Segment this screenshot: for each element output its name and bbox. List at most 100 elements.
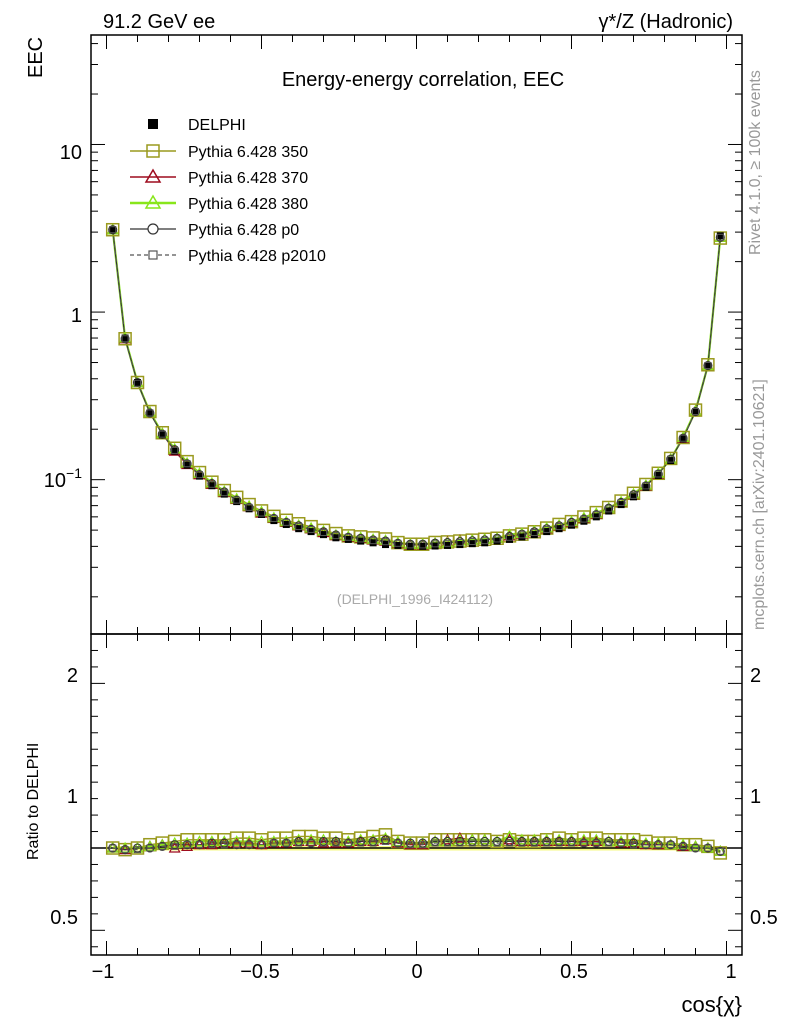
ratio-marker-p2010 [667, 841, 675, 849]
marker-p2010 [431, 540, 439, 548]
marker-350 [688, 403, 703, 417]
marker-p2010 [233, 496, 241, 504]
ratio-marker-p0 [281, 838, 291, 848]
marker-delphi [171, 447, 179, 455]
ratio-marker-p2010 [220, 841, 228, 849]
marker-delphi [406, 542, 414, 550]
legend-label-p2010: Pythia 6.428 p2010 [188, 248, 326, 265]
marker-delphi [208, 482, 216, 490]
header-left: 91.2 GeV ee [103, 11, 215, 33]
marker-delphi [109, 226, 117, 234]
marker-delphi [158, 431, 166, 439]
ratio-marker-p2010 [208, 841, 216, 849]
ratio-marker-p0 [219, 838, 229, 848]
marker-p2010 [667, 455, 675, 463]
ratio-marker-380 [627, 835, 640, 847]
marker-p2010 [270, 514, 278, 522]
ratio-marker-380 [540, 833, 553, 845]
ratio-marker-p0 [207, 838, 217, 848]
marker-p2010 [183, 460, 191, 468]
marker-delphi [344, 535, 352, 543]
marker-delphi [468, 540, 476, 548]
ratio-marker-380 [466, 833, 479, 845]
ratio-tick-0.5: 0.5 [50, 907, 78, 929]
marker-delphi [654, 471, 662, 479]
ratio-marker-p0 [393, 838, 403, 848]
marker-delphi [245, 505, 253, 513]
marker-delphi [394, 541, 402, 549]
ratio-marker-p0 [405, 838, 415, 848]
ratio-marker-p2010 [320, 839, 327, 847]
marker-p2010 [444, 539, 451, 547]
ratio-marker-p0 [157, 841, 167, 851]
watermark: (DELPHI_1996_I424112) [337, 591, 493, 607]
x-axis-label: cos{χ} [682, 992, 742, 1017]
ratio-marker-p2010 [692, 844, 699, 852]
ratio-marker-370 [503, 833, 516, 845]
marker-p2010 [617, 498, 625, 506]
marker-delphi [456, 541, 464, 549]
ratio-marker-380 [553, 833, 566, 845]
ratio-marker-p2010 [369, 839, 377, 847]
ratio-marker-p0 [368, 836, 378, 846]
marker-delphi [369, 539, 377, 547]
ratio-marker-p2010 [654, 841, 662, 849]
ratio-marker-p0 [504, 836, 515, 846]
marker-p2010 [506, 533, 513, 541]
ratio-marker-p2010 [580, 839, 588, 847]
marker-p2010 [456, 538, 464, 546]
marker-delphi [220, 490, 228, 498]
marker-delphi [592, 513, 600, 521]
marker-p0 [145, 408, 155, 418]
marker-delphi [506, 535, 513, 543]
marker-p2010 [134, 379, 141, 387]
marker-delphi [605, 507, 613, 515]
ratio-marker-p0 [318, 836, 329, 846]
marker-delphi [431, 542, 439, 550]
ratio-marker-380 [292, 833, 305, 845]
marker-p2010 [258, 509, 265, 517]
rivet-label: Rivet 4.1.0, ≥ 100k events [747, 70, 764, 255]
ratio-marker-p0 [269, 838, 279, 848]
marker-delphi [679, 435, 687, 443]
ratio-marker-380 [565, 833, 578, 845]
legend-label-350: Pythia 6.428 350 [188, 144, 308, 161]
ratio-marker-380 [367, 833, 380, 845]
marker-delphi [146, 409, 154, 417]
marker-p2010 [481, 537, 489, 545]
marker-delphi [555, 525, 563, 533]
ratio-marker-p2010 [630, 841, 637, 849]
legend-marker-delphi [148, 119, 158, 129]
ratio-marker-380 [453, 833, 466, 845]
ratio-marker-p0 [703, 843, 713, 853]
ratio-marker-p0 [616, 838, 626, 848]
ratio-marker-p2010 [704, 844, 712, 852]
y-tick-10: 10 [60, 142, 82, 164]
ratio-marker-p0 [442, 836, 453, 846]
ratio-marker-p2010 [617, 839, 625, 847]
marker-p2010 [245, 503, 253, 511]
ratio-marker-p2010 [233, 841, 241, 849]
marker-p2010 [580, 515, 588, 523]
ratio-marker-p0 [132, 843, 143, 853]
marker-350 [155, 425, 170, 440]
ratio-marker-p0 [232, 840, 242, 850]
chart-title: Energy-energy correlation, EEC [282, 69, 564, 91]
marker-p2010 [220, 489, 228, 497]
ratio-marker-p2010 [357, 839, 365, 847]
ratio-marker-p0 [306, 838, 316, 848]
marker-delphi [332, 534, 340, 542]
marker-p2010 [555, 523, 563, 531]
marker-p2010 [406, 541, 414, 549]
ratio-marker-p2010 [493, 839, 501, 847]
marker-delphi [134, 379, 141, 387]
x-tick--1: −1 [92, 961, 115, 983]
ratio-marker-p0 [430, 836, 440, 846]
ratio-marker-p2010 [568, 839, 575, 847]
ratio-tick-2: 2 [67, 665, 78, 687]
ratio-marker-p0 [331, 836, 341, 846]
ratio-marker-p0 [170, 840, 180, 850]
ratio-marker-p2010 [468, 839, 476, 847]
marker-p2010 [592, 511, 600, 519]
ratio-marker-p0 [542, 836, 552, 846]
